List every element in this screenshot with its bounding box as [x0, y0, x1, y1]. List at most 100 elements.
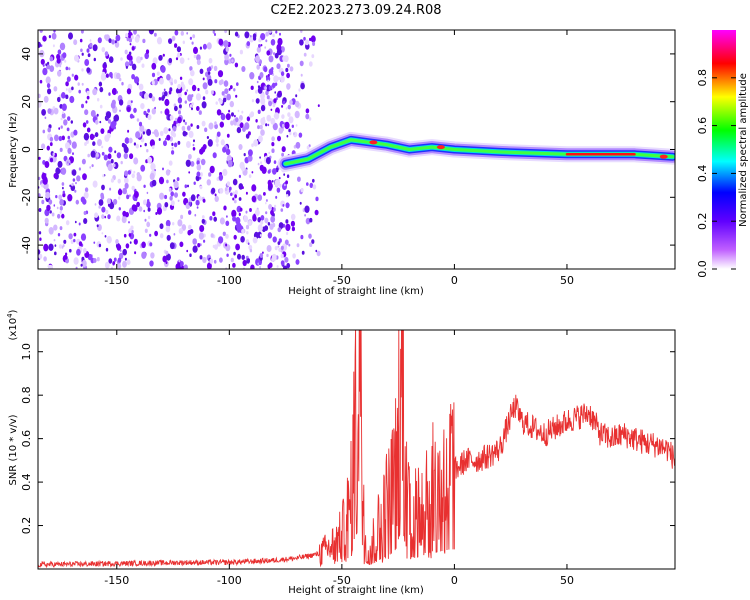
noise-speckle	[113, 198, 118, 205]
noise-speckle	[300, 187, 304, 193]
noise-speckle	[200, 146, 206, 153]
snr-x-tick-label: 50	[560, 574, 574, 587]
noise-speckle	[259, 164, 264, 172]
noise-speckle	[43, 95, 49, 103]
noise-speckle	[184, 100, 187, 104]
noise-speckle	[74, 189, 77, 193]
noise-speckle	[286, 174, 290, 178]
noise-speckle	[133, 238, 138, 245]
noise-speckle	[273, 52, 276, 56]
noise-speckle	[232, 197, 235, 201]
noise-speckle	[304, 214, 306, 217]
noise-speckle	[170, 200, 175, 207]
noise-speckle	[224, 88, 229, 95]
noise-speckle	[173, 180, 179, 189]
noise-speckle	[38, 249, 41, 255]
noise-speckle	[314, 209, 319, 216]
noise-speckle	[73, 39, 78, 46]
noise-speckle	[114, 40, 117, 44]
noise-speckle	[118, 207, 122, 211]
noise-speckle	[241, 254, 245, 260]
noise-speckle	[198, 110, 202, 115]
noise-speckle	[219, 217, 225, 225]
noise-speckle	[273, 75, 279, 83]
noise-speckle	[315, 196, 319, 202]
noise-speckle	[100, 194, 105, 200]
noise-speckle	[305, 113, 310, 120]
noise-speckle	[183, 119, 186, 123]
noise-speckle	[273, 98, 277, 104]
noise-speckle	[239, 122, 244, 129]
noise-speckle	[286, 194, 289, 198]
noise-speckle	[191, 107, 193, 111]
noise-speckle	[124, 182, 129, 189]
noise-speckle	[249, 248, 253, 253]
noise-speckle	[206, 262, 212, 269]
noise-speckle	[266, 253, 269, 258]
noise-speckle	[184, 184, 188, 189]
noise-speckle	[291, 226, 295, 232]
noise-speckle	[166, 134, 171, 141]
noise-speckle	[65, 66, 69, 71]
noise-speckle	[267, 179, 272, 186]
noise-speckle	[186, 125, 191, 131]
noise-speckle	[108, 146, 113, 153]
noise-speckle	[224, 30, 227, 34]
noise-speckle	[172, 222, 175, 226]
noise-speckle	[235, 117, 239, 123]
noise-speckle	[260, 97, 266, 105]
noise-speckle	[109, 71, 113, 78]
noise-speckle	[74, 74, 79, 81]
noise-speckle	[259, 124, 263, 130]
noise-speckle	[109, 187, 112, 191]
noise-speckle	[256, 46, 262, 53]
noise-speckle	[42, 64, 45, 67]
noise-speckle	[93, 57, 97, 62]
noise-speckle	[219, 98, 223, 105]
snr-scale-base: (x10	[8, 318, 19, 341]
noise-speckle	[214, 121, 217, 125]
noise-speckle	[42, 35, 47, 42]
spectrogram-x-ticks: -150 -100 -50 0 50	[104, 30, 574, 287]
noise-speckle	[65, 220, 70, 226]
noise-speckle	[149, 139, 155, 147]
noise-speckle	[78, 167, 81, 171]
noise-speckle	[190, 123, 193, 127]
noise-speckle	[123, 152, 128, 160]
noise-speckle	[124, 257, 127, 261]
noise-speckle	[96, 257, 100, 262]
noise-speckle	[232, 262, 236, 268]
noise-speckle	[144, 228, 148, 233]
noise-speckle	[192, 143, 195, 147]
noise-speckle	[191, 41, 194, 45]
noise-speckle	[219, 257, 223, 263]
noise-speckle	[178, 266, 182, 269]
noise-speckle	[55, 167, 61, 175]
noise-speckle	[82, 173, 87, 181]
noise-speckle	[187, 57, 190, 61]
noise-speckle	[271, 82, 276, 89]
noise-speckle	[130, 225, 134, 230]
noise-speckle	[69, 95, 75, 104]
noise-speckle	[67, 147, 72, 154]
noise-speckle	[286, 72, 290, 79]
noise-speckle	[146, 221, 151, 228]
noise-speckle	[189, 253, 192, 257]
noise-speckle	[282, 204, 285, 207]
noise-speckle	[202, 82, 208, 90]
noise-speckle	[278, 247, 282, 252]
noise-speckle	[78, 89, 81, 94]
noise-speckle	[116, 152, 122, 159]
noise-speckle	[260, 161, 263, 165]
noise-speckle	[230, 192, 233, 197]
noise-speckle	[163, 88, 166, 92]
noise-speckle	[53, 204, 56, 207]
noise-speckle	[111, 87, 117, 96]
noise-speckle	[147, 156, 153, 164]
noise-speckle	[126, 106, 131, 112]
noise-speckle	[106, 235, 112, 244]
noise-speckle	[286, 231, 289, 236]
noise-speckle	[119, 109, 121, 113]
noise-speckle	[179, 57, 185, 64]
noise-speckle	[168, 38, 173, 44]
